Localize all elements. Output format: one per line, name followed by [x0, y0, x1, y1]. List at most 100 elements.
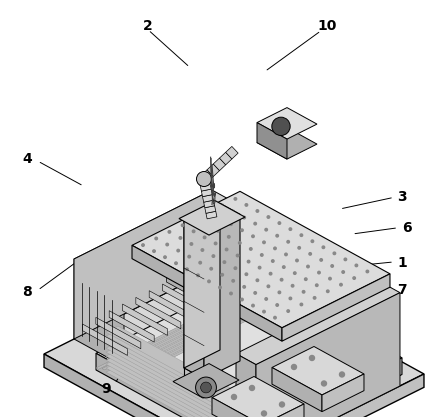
Polygon shape: [212, 398, 262, 418]
Polygon shape: [106, 354, 238, 418]
Circle shape: [366, 270, 369, 273]
Circle shape: [291, 285, 294, 287]
Polygon shape: [162, 284, 208, 316]
Circle shape: [280, 278, 283, 281]
Text: Z: Z: [351, 336, 360, 349]
Polygon shape: [149, 291, 194, 322]
Circle shape: [327, 290, 329, 293]
Polygon shape: [184, 222, 204, 379]
Circle shape: [199, 261, 201, 264]
Circle shape: [190, 243, 193, 245]
Circle shape: [210, 268, 212, 270]
Circle shape: [278, 222, 281, 224]
Circle shape: [197, 274, 199, 277]
Polygon shape: [189, 271, 234, 302]
Circle shape: [179, 237, 182, 239]
Polygon shape: [106, 342, 238, 414]
Polygon shape: [200, 184, 211, 191]
Polygon shape: [256, 293, 400, 418]
Polygon shape: [257, 122, 287, 159]
Polygon shape: [184, 263, 202, 292]
Circle shape: [247, 260, 250, 263]
Circle shape: [208, 211, 210, 213]
Circle shape: [239, 242, 241, 244]
Polygon shape: [246, 358, 402, 418]
Polygon shape: [132, 303, 272, 373]
Circle shape: [279, 402, 285, 407]
Circle shape: [315, 284, 318, 286]
Circle shape: [329, 278, 331, 280]
Polygon shape: [201, 170, 213, 182]
Polygon shape: [106, 366, 238, 418]
Circle shape: [142, 244, 144, 246]
Circle shape: [302, 291, 305, 293]
Circle shape: [214, 242, 217, 245]
Polygon shape: [322, 374, 364, 412]
Polygon shape: [176, 278, 221, 309]
Polygon shape: [236, 354, 256, 418]
Circle shape: [340, 283, 342, 286]
Circle shape: [230, 223, 232, 225]
Polygon shape: [123, 304, 167, 335]
Circle shape: [250, 248, 252, 250]
Circle shape: [250, 385, 254, 390]
Polygon shape: [199, 178, 210, 186]
Text: 4: 4: [22, 152, 32, 166]
Text: 9: 9: [102, 382, 111, 396]
Polygon shape: [106, 338, 238, 410]
Polygon shape: [106, 334, 238, 406]
Polygon shape: [206, 211, 217, 219]
Circle shape: [234, 267, 237, 270]
Polygon shape: [82, 324, 127, 355]
Circle shape: [298, 247, 300, 249]
Polygon shape: [282, 274, 390, 341]
Text: 2: 2: [143, 19, 153, 33]
Polygon shape: [212, 377, 304, 418]
Circle shape: [230, 292, 232, 295]
Circle shape: [258, 266, 261, 269]
Circle shape: [263, 311, 265, 313]
Text: 3: 3: [398, 189, 407, 204]
Polygon shape: [219, 260, 237, 289]
Circle shape: [212, 255, 215, 257]
Polygon shape: [197, 238, 232, 257]
Polygon shape: [219, 250, 254, 269]
Polygon shape: [257, 127, 317, 159]
Circle shape: [300, 234, 303, 237]
Polygon shape: [205, 206, 216, 213]
Circle shape: [333, 252, 336, 255]
Polygon shape: [132, 245, 282, 341]
Polygon shape: [236, 282, 400, 364]
Text: 10: 10: [318, 19, 337, 33]
Polygon shape: [201, 189, 212, 196]
Circle shape: [322, 246, 325, 249]
Circle shape: [234, 198, 237, 200]
Circle shape: [194, 217, 197, 220]
Polygon shape: [106, 362, 238, 418]
Circle shape: [219, 286, 221, 289]
Circle shape: [313, 297, 316, 299]
Text: 1: 1: [397, 256, 407, 270]
Polygon shape: [108, 300, 248, 371]
Polygon shape: [74, 190, 212, 339]
Circle shape: [283, 266, 285, 268]
Circle shape: [208, 280, 210, 283]
Circle shape: [177, 249, 180, 252]
Polygon shape: [96, 353, 246, 418]
Polygon shape: [202, 264, 247, 296]
Circle shape: [304, 278, 307, 280]
Polygon shape: [237, 260, 254, 289]
Circle shape: [241, 298, 243, 301]
Polygon shape: [106, 350, 238, 418]
Circle shape: [265, 298, 268, 300]
Circle shape: [256, 210, 259, 212]
Polygon shape: [106, 346, 238, 418]
Polygon shape: [206, 275, 225, 304]
Text: 01: 01: [180, 387, 200, 401]
Circle shape: [274, 316, 276, 319]
Circle shape: [168, 231, 171, 233]
Polygon shape: [96, 275, 402, 418]
Circle shape: [293, 272, 296, 274]
Circle shape: [292, 364, 297, 370]
Circle shape: [245, 273, 247, 275]
